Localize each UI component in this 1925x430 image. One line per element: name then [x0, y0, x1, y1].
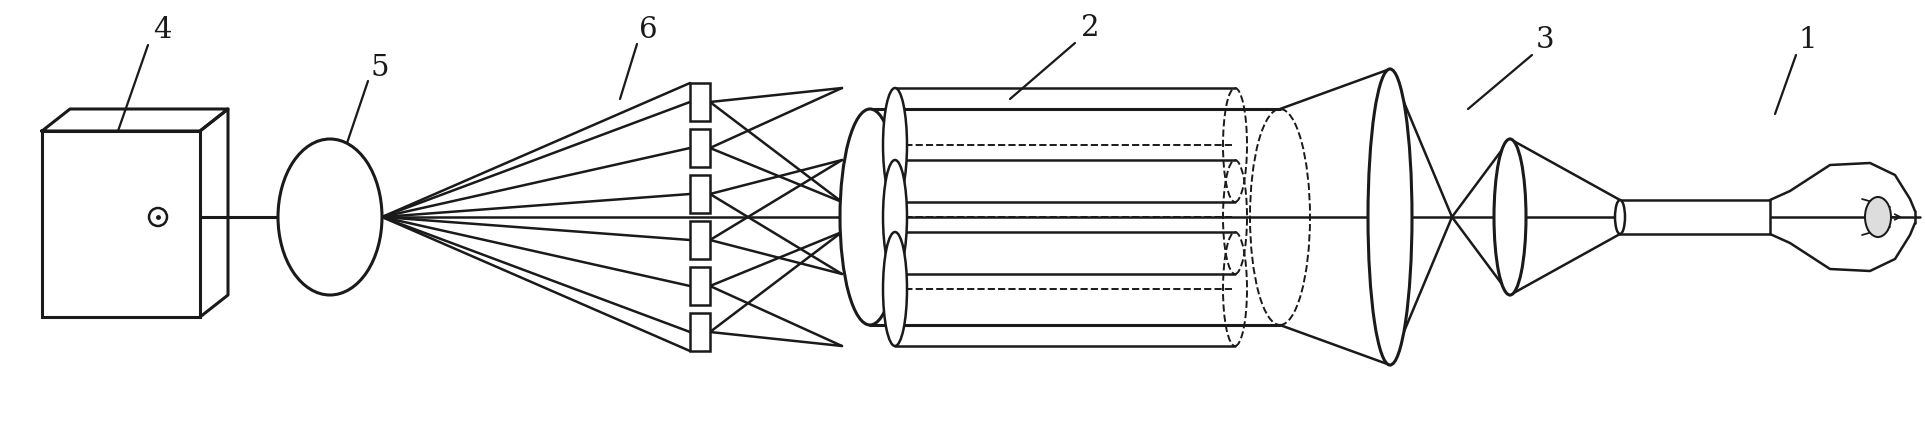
Ellipse shape — [1494, 140, 1527, 295]
Text: 1: 1 — [1798, 26, 1817, 54]
Ellipse shape — [884, 233, 907, 346]
Text: 6: 6 — [639, 16, 656, 44]
Ellipse shape — [1369, 70, 1413, 365]
Ellipse shape — [1615, 200, 1625, 234]
Ellipse shape — [884, 161, 907, 274]
Bar — [689, 84, 710, 122]
Circle shape — [148, 209, 167, 227]
Bar — [689, 313, 710, 351]
Bar — [42, 132, 200, 317]
Bar — [689, 175, 710, 214]
Bar — [689, 267, 710, 305]
Text: 5: 5 — [372, 54, 389, 82]
Text: 2: 2 — [1080, 14, 1099, 42]
Bar — [689, 221, 710, 259]
Text: 3: 3 — [1536, 26, 1553, 54]
Ellipse shape — [277, 140, 381, 295]
Ellipse shape — [839, 110, 901, 325]
Bar — [689, 130, 710, 168]
Ellipse shape — [1865, 197, 1890, 237]
Ellipse shape — [884, 89, 907, 203]
Bar — [1621, 200, 1769, 234]
Text: 4: 4 — [152, 16, 171, 44]
